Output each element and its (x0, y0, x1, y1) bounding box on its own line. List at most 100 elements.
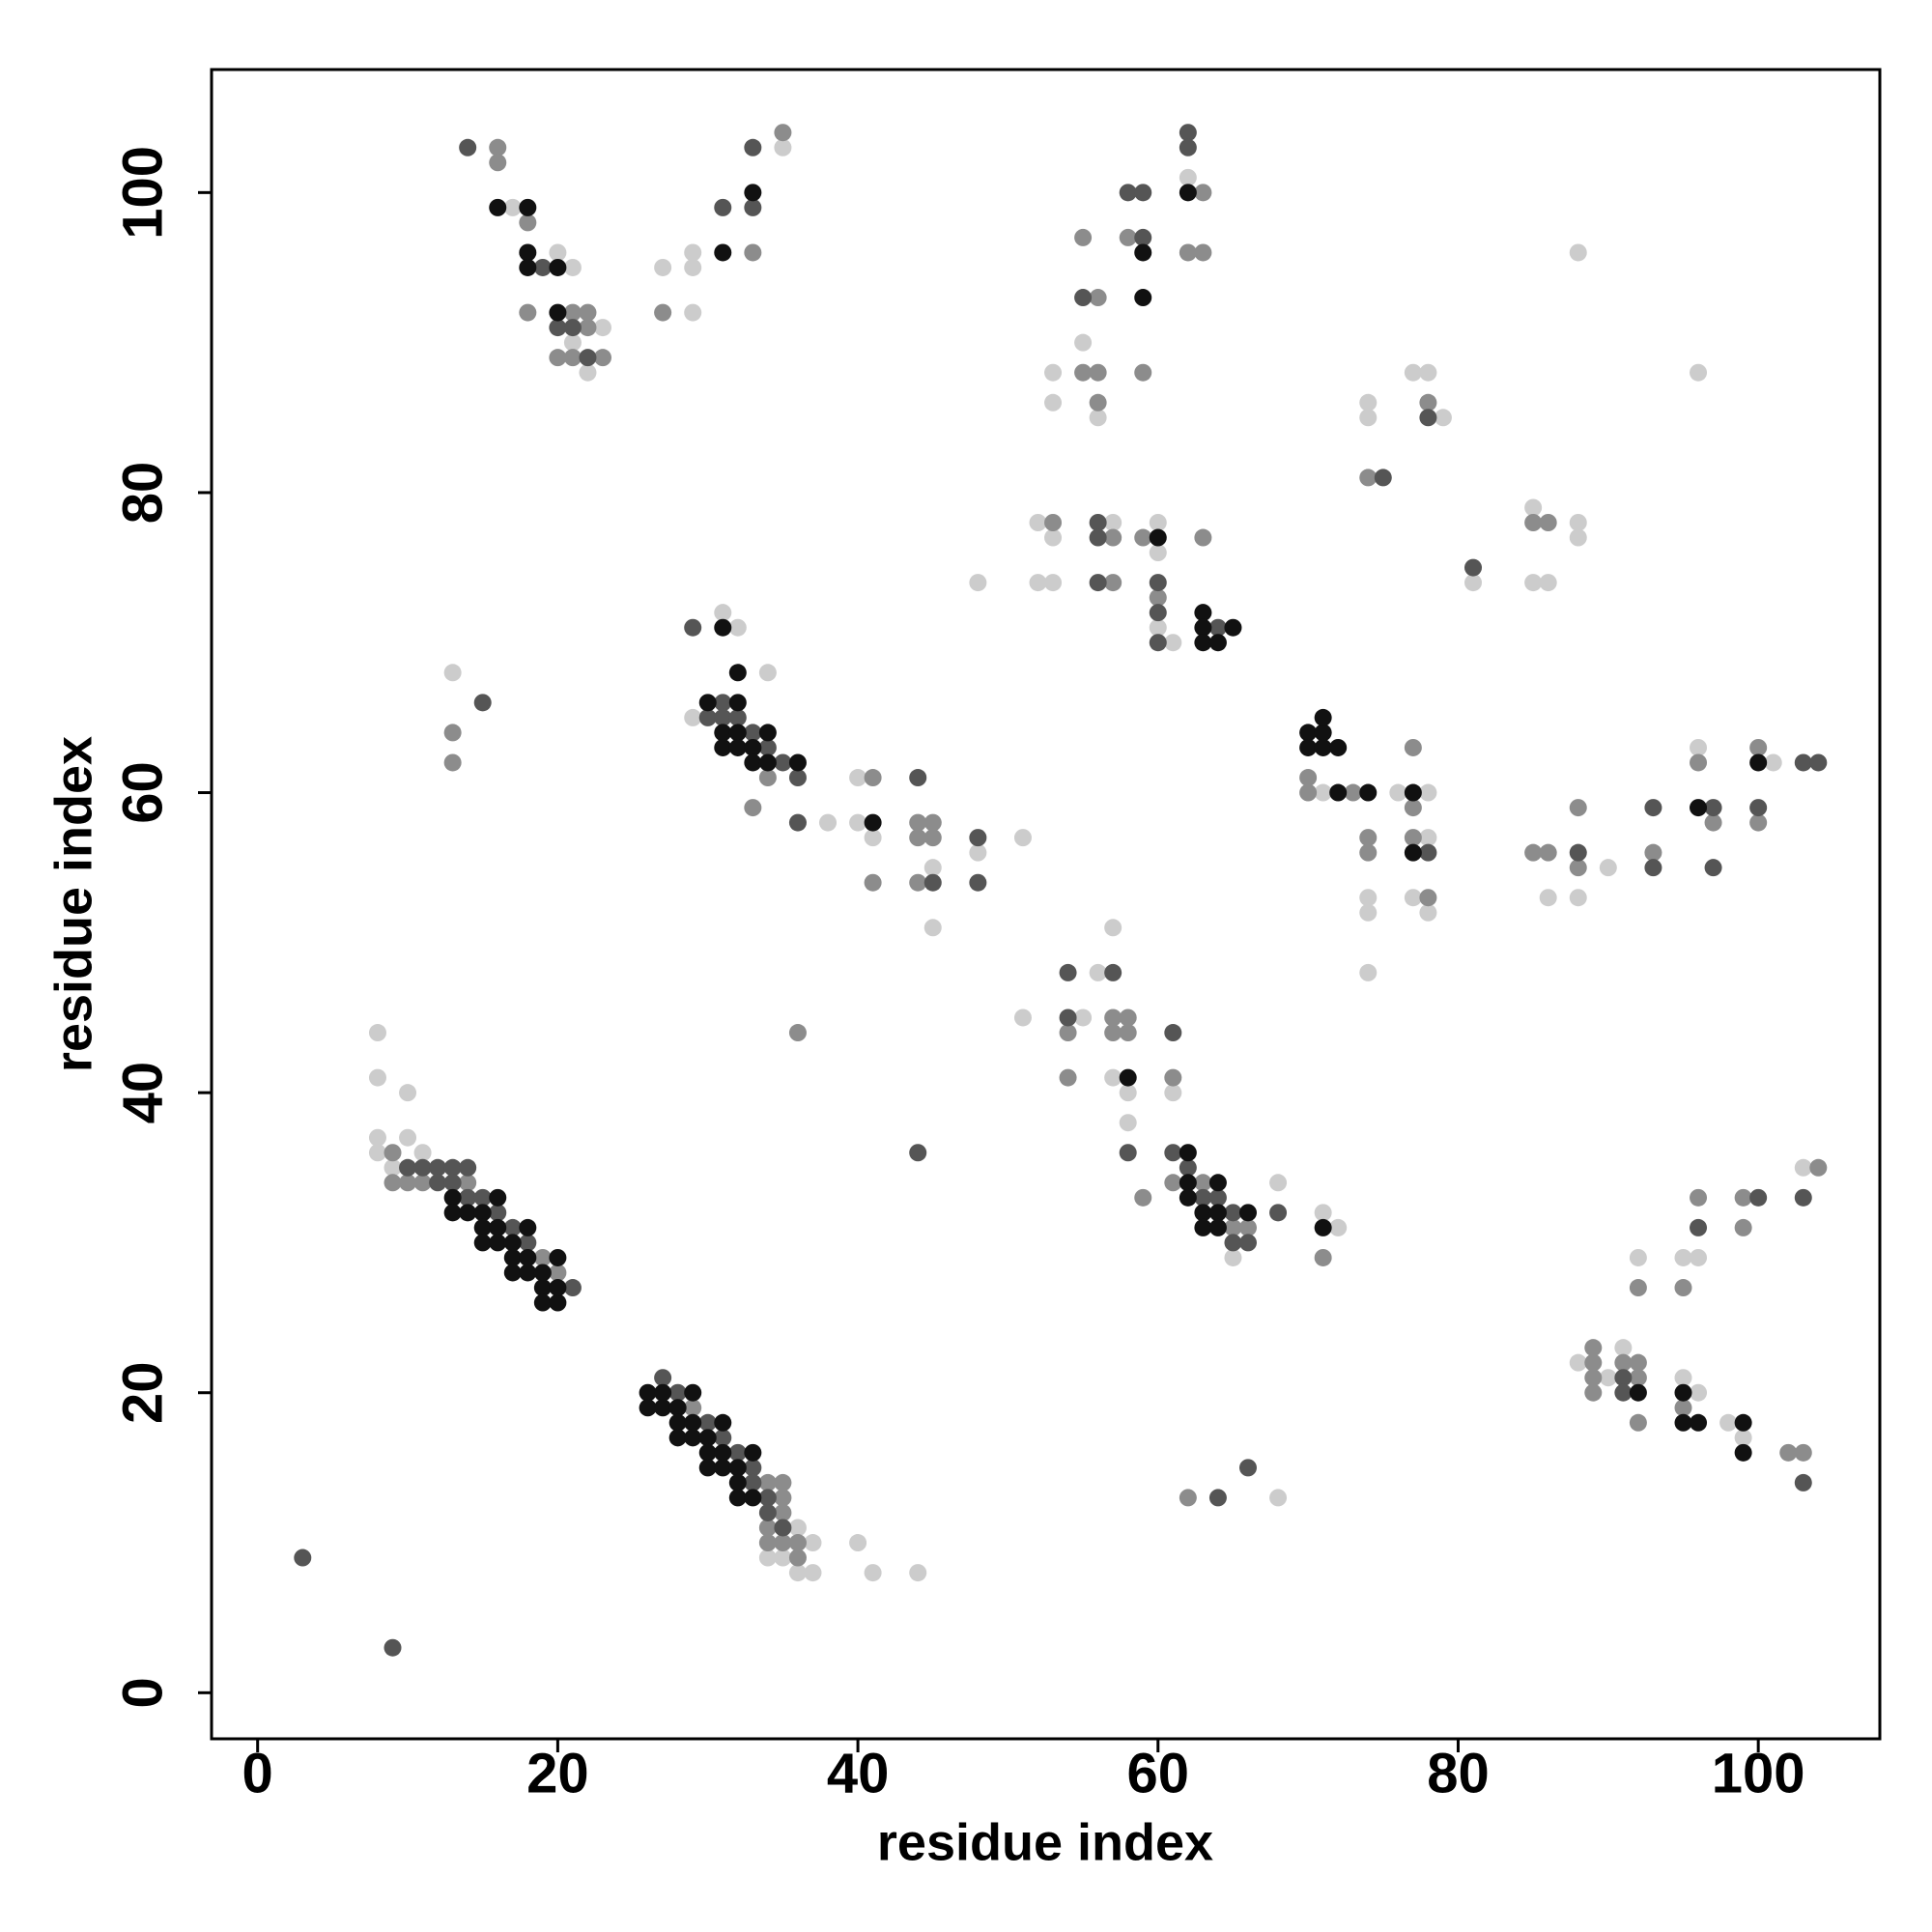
point (1419, 363, 1437, 382)
point (533, 1264, 552, 1282)
point (1614, 1339, 1633, 1357)
point (459, 1204, 477, 1222)
point (1269, 1489, 1288, 1507)
point (1149, 574, 1167, 592)
point (519, 258, 537, 276)
point (1224, 1248, 1242, 1266)
point (1179, 168, 1197, 186)
y-tick-label: 100 (111, 146, 174, 240)
point (1794, 1158, 1812, 1177)
point (774, 1503, 792, 1521)
point (1269, 1204, 1288, 1222)
point (1224, 1218, 1242, 1236)
point (519, 243, 537, 262)
point (1164, 634, 1182, 652)
point (774, 1534, 792, 1552)
point (788, 753, 807, 772)
point (1674, 1248, 1692, 1266)
point (1404, 799, 1422, 817)
point (489, 198, 507, 216)
point (1194, 1218, 1212, 1236)
point (1194, 604, 1212, 622)
point (459, 1188, 477, 1207)
point (1539, 843, 1557, 862)
point (1629, 1369, 1647, 1387)
point (1299, 738, 1318, 756)
point (413, 1174, 432, 1192)
point (549, 319, 567, 337)
point (579, 319, 597, 337)
point (1179, 1158, 1197, 1177)
point (1629, 1413, 1647, 1432)
point (1584, 1339, 1603, 1357)
point (1149, 634, 1167, 652)
point (788, 1548, 807, 1567)
point (579, 349, 597, 367)
point (1690, 753, 1708, 772)
point (1299, 724, 1318, 742)
point (384, 1144, 402, 1162)
point (1089, 528, 1107, 547)
point (503, 1218, 522, 1236)
point (1419, 843, 1437, 862)
point (1644, 859, 1662, 877)
point (1314, 708, 1332, 726)
point (698, 1443, 717, 1462)
point (1194, 1174, 1212, 1192)
point (728, 724, 747, 742)
point (1674, 1369, 1692, 1387)
point (1794, 1443, 1812, 1462)
point (788, 1519, 807, 1537)
point (1238, 1218, 1257, 1236)
point (1299, 783, 1318, 802)
point (728, 738, 747, 756)
point (728, 1443, 747, 1462)
point (503, 198, 522, 216)
point (744, 1443, 762, 1462)
point (1329, 738, 1348, 756)
point (563, 349, 582, 367)
x-tick-label: 80 (1427, 1742, 1490, 1804)
point (698, 1413, 717, 1432)
point (923, 813, 942, 832)
point (1194, 1188, 1212, 1207)
point (1599, 859, 1617, 877)
point (909, 829, 927, 847)
point (668, 1399, 687, 1417)
point (774, 753, 792, 772)
point (1734, 1443, 1752, 1462)
point (1208, 1174, 1227, 1192)
point (758, 1534, 777, 1552)
point (1119, 1068, 1137, 1087)
point (1179, 1489, 1197, 1507)
point (1539, 889, 1557, 907)
point (1419, 829, 1437, 847)
point (1359, 469, 1378, 487)
point (1539, 574, 1557, 592)
point (1029, 513, 1047, 531)
point (684, 243, 702, 262)
point (1164, 1068, 1182, 1087)
point (1134, 228, 1152, 246)
point (728, 1489, 747, 1507)
point (849, 769, 867, 787)
point (489, 1188, 507, 1207)
point (1314, 1248, 1332, 1266)
point (864, 873, 882, 892)
point (698, 1429, 717, 1447)
point (579, 363, 597, 382)
point (1208, 1204, 1227, 1222)
point (744, 198, 762, 216)
point (774, 1548, 792, 1567)
point (698, 708, 717, 726)
point (1104, 1024, 1122, 1042)
point (473, 1218, 492, 1236)
point (519, 1264, 537, 1282)
point (1584, 1369, 1603, 1387)
point (1569, 513, 1587, 531)
point (503, 1248, 522, 1266)
point (1208, 1218, 1227, 1236)
point (1404, 889, 1422, 907)
point (654, 1399, 672, 1417)
point (563, 258, 582, 276)
